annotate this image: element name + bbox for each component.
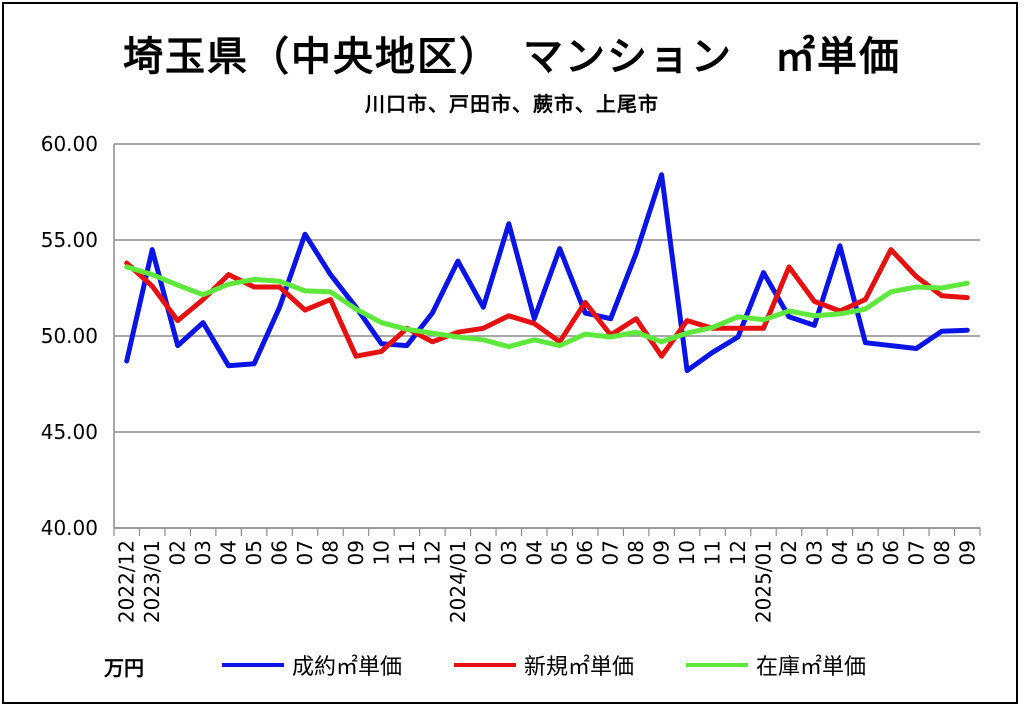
x-tick-label: 11 bbox=[701, 540, 725, 565]
x-tick-label: 12 bbox=[420, 540, 444, 565]
series-line-0 bbox=[124, 172, 970, 374]
x-tick-label: 03 bbox=[802, 540, 826, 565]
x-tick-label: 06 bbox=[879, 540, 903, 565]
x-tick-label: 03 bbox=[191, 540, 215, 565]
x-tick-label: 05 bbox=[548, 540, 572, 565]
x-tick-label: 2022/12 bbox=[115, 540, 139, 623]
legend-item-contract: 成約㎡単価 bbox=[222, 650, 402, 680]
series-line-2 bbox=[124, 264, 970, 350]
x-tick-label: 09 bbox=[344, 540, 368, 565]
x-tick-label: 06 bbox=[573, 540, 597, 565]
legend-label-new: 新規㎡単価 bbox=[524, 655, 635, 680]
y-tick-label: 60.00 bbox=[41, 132, 98, 156]
legend-swatch-stock bbox=[686, 663, 748, 667]
x-tick-label: 02 bbox=[471, 540, 495, 565]
series-line-1 bbox=[124, 247, 970, 359]
y-tick-labels: 40.00 45.00 50.00 55.00 60.00 bbox=[41, 132, 98, 540]
y-tick-label: 55.00 bbox=[41, 228, 98, 252]
x-tick-label: 02 bbox=[777, 540, 801, 565]
y-tick-label: 40.00 bbox=[41, 516, 98, 540]
x-tick-label: 10 bbox=[369, 540, 393, 565]
y-tick-label: 45.00 bbox=[41, 420, 98, 444]
x-tick-label: 10 bbox=[675, 540, 699, 565]
x-tick-label: 2023/01 bbox=[140, 540, 164, 623]
gridlines bbox=[114, 143, 980, 529]
x-tick-label: 11 bbox=[395, 540, 419, 565]
legend-item-stock: 在庫㎡単価 bbox=[686, 650, 866, 680]
x-tick-label: 04 bbox=[828, 540, 852, 565]
x-tick-label: 05 bbox=[853, 540, 877, 565]
y-tick-label: 50.00 bbox=[41, 324, 98, 348]
x-tick-label: 08 bbox=[930, 540, 954, 565]
x-tick-label: 03 bbox=[497, 540, 521, 565]
series-lines bbox=[124, 172, 970, 374]
x-tick-label: 12 bbox=[726, 540, 750, 565]
chart-subtitle: 川口市、戸田市、蕨市、上尾市 bbox=[365, 92, 659, 116]
x-tick-labels: 2022/12 2023/01 02 03 04 05 06 07 08 09 10 11 12 2024… bbox=[115, 540, 980, 623]
chart-title: 埼玉県（中央地区） マンション ㎡単価 bbox=[123, 34, 901, 80]
x-tick-label: 04 bbox=[522, 540, 546, 565]
x-tick-label: 09 bbox=[955, 540, 979, 565]
x-tick-label: 2025/01 bbox=[752, 540, 776, 623]
axes bbox=[113, 144, 981, 536]
x-tick-label: 09 bbox=[650, 540, 674, 565]
x-tick-label: 07 bbox=[599, 540, 623, 565]
x-tick-label: 2024/01 bbox=[446, 540, 470, 623]
legend-label-stock: 在庫㎡単価 bbox=[756, 655, 867, 680]
x-tick-label: 07 bbox=[293, 540, 317, 565]
x-tick-label: 06 bbox=[268, 540, 292, 565]
x-tick-label: 04 bbox=[217, 540, 241, 565]
x-tick-label: 08 bbox=[319, 540, 343, 565]
x-tick-label: 05 bbox=[242, 540, 266, 565]
legend-label-contract: 成約㎡単価 bbox=[292, 655, 403, 680]
legend-item-new: 新規㎡単価 bbox=[454, 650, 634, 680]
legend-swatch-new bbox=[454, 663, 516, 667]
x-tick-label: 02 bbox=[166, 540, 190, 565]
unit-label: 万円 bbox=[104, 656, 144, 680]
x-tick-label: 07 bbox=[904, 540, 928, 565]
x-tick-label: 08 bbox=[624, 540, 648, 565]
legend-swatch-contract bbox=[222, 663, 284, 667]
